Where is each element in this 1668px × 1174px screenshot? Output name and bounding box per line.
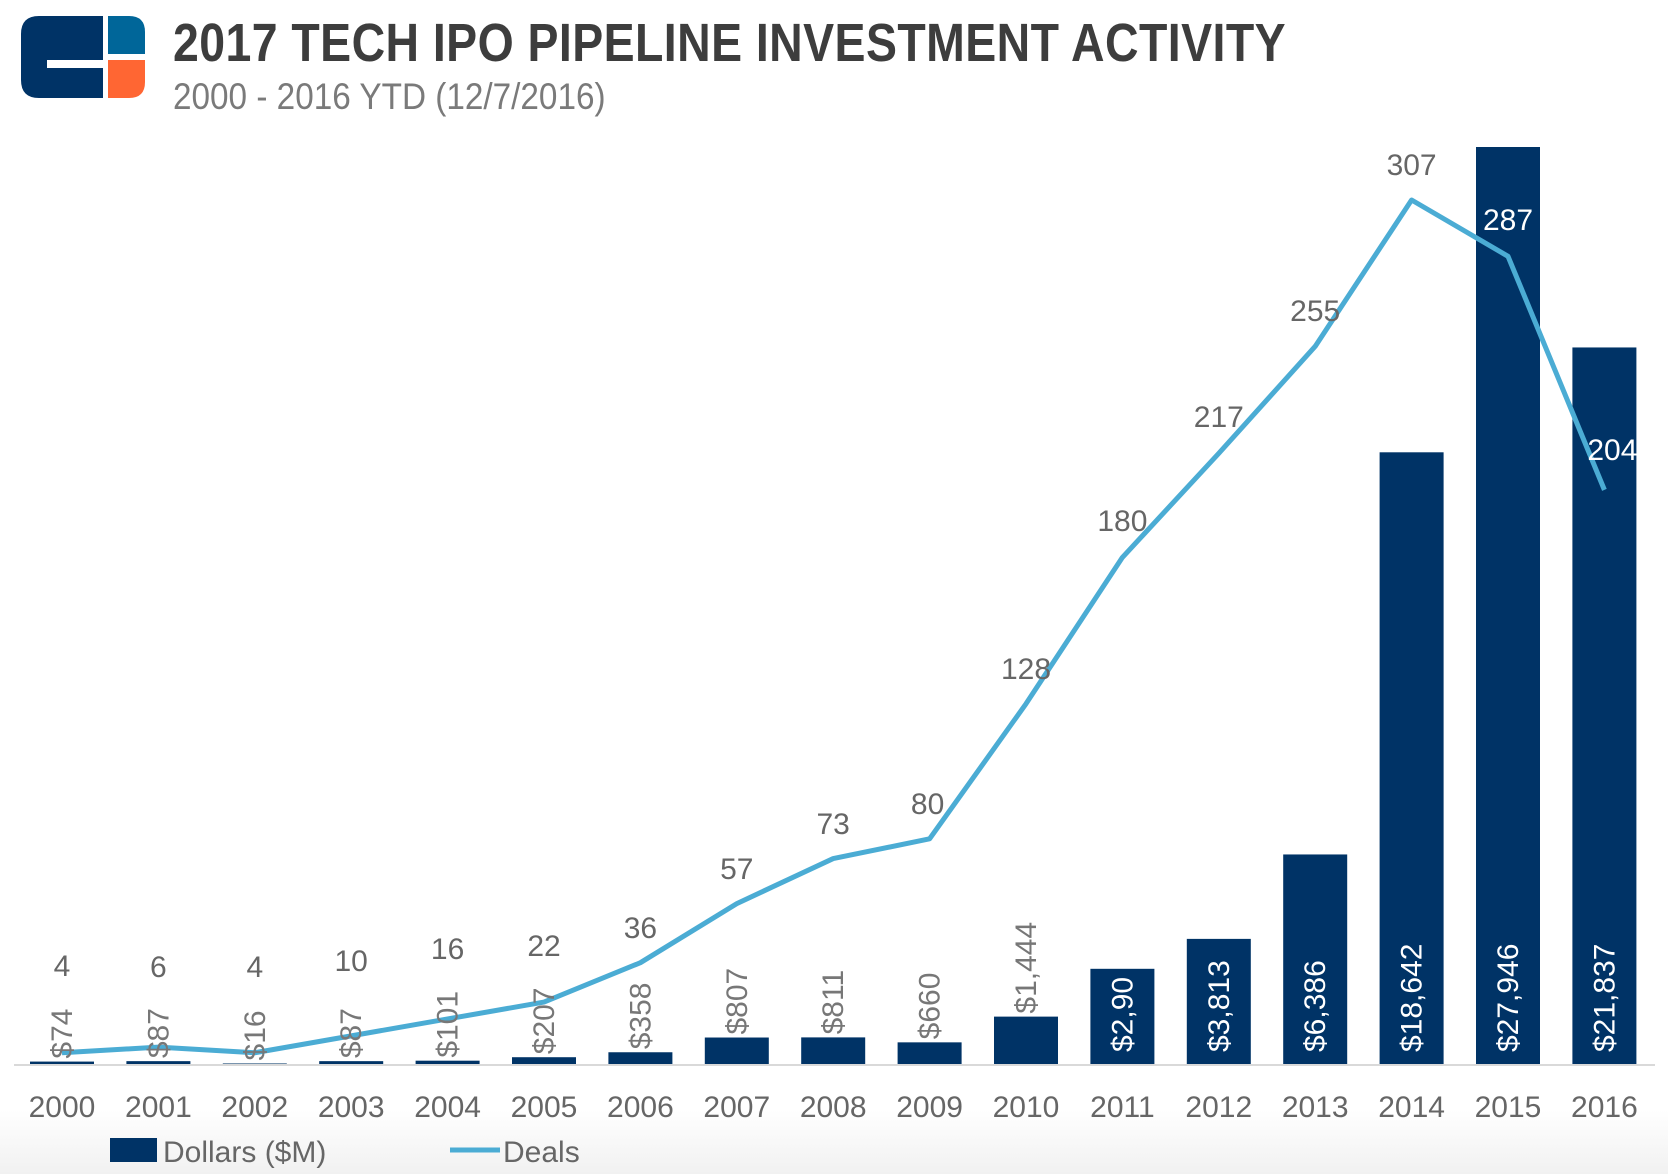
x-tick-2015: 2015 (1475, 1091, 1542, 1124)
x-tick-2014: 2014 (1378, 1091, 1445, 1124)
deal-label-2015: 287 (1483, 204, 1533, 237)
bar-label-2015: $27,946 (1492, 944, 1525, 1052)
deal-label-2001: 6 (150, 951, 167, 984)
deal-label-2004: 16 (431, 933, 464, 966)
bar-label-2008: $811 (817, 970, 850, 1035)
x-tick-2009: 2009 (896, 1091, 963, 1124)
deal-label-2014: 307 (1387, 149, 1437, 182)
bar-label-2014: $18,642 (1396, 944, 1429, 1052)
bar-label-2001: $87 (142, 1008, 175, 1058)
bar-2001 (126, 1061, 191, 1064)
bar-2003 (319, 1061, 384, 1064)
deal-label-2016: 204 (1587, 434, 1637, 467)
bar-2013 (1283, 854, 1348, 1064)
x-tick-2002: 2002 (221, 1091, 288, 1124)
bar-label-2006: $358 (624, 983, 657, 1050)
deal-label-2008: 73 (817, 808, 850, 841)
bar-label-2011: $2,90 (1106, 977, 1139, 1052)
bar-2006 (608, 1052, 673, 1064)
bar-2016 (1572, 347, 1637, 1065)
x-tick-2016: 2016 (1571, 1091, 1638, 1124)
legend-label-deals: Deals (503, 1136, 580, 1169)
x-tick-2011: 2011 (1090, 1091, 1155, 1124)
bar-2014 (1379, 452, 1444, 1064)
bar-label-2004: $101 (432, 991, 465, 1058)
x-tick-2000: 2000 (29, 1091, 96, 1124)
bar-label-2013: $6,386 (1299, 960, 1332, 1052)
bar-label-2010: $1,444 (1010, 922, 1043, 1014)
bar-2009 (897, 1042, 962, 1064)
bar-label-2016: $21,837 (1588, 944, 1621, 1052)
bar-label-2009: $660 (914, 973, 947, 1040)
deal-label-2009: 80 (911, 788, 944, 821)
chart-subtitle: 2000 - 2016 YTD (12/7/2016) (173, 76, 606, 117)
bar-2007 (704, 1037, 769, 1064)
bar-2015 (1476, 147, 1540, 1064)
x-tick-2013: 2013 (1282, 1091, 1349, 1124)
x-tick-2006: 2006 (607, 1091, 674, 1124)
bar-2000 (30, 1061, 94, 1064)
deal-label-2010: 128 (1001, 653, 1051, 686)
bar-2004 (415, 1060, 480, 1064)
company-logo (21, 16, 145, 98)
x-tick-2004: 2004 (414, 1091, 481, 1124)
bar-2012 (1186, 938, 1251, 1064)
x-tick-2007: 2007 (703, 1091, 770, 1124)
deal-label-2012: 217 (1194, 401, 1244, 434)
deal-label-2006: 36 (624, 912, 657, 945)
deal-label-2003: 10 (335, 945, 368, 978)
bar-label-2003: $87 (335, 1008, 368, 1058)
deals-line (61, 197, 1607, 1056)
deal-label-2013: 255 (1290, 295, 1340, 328)
x-tick-2010: 2010 (993, 1091, 1060, 1124)
deal-label-2011: 180 (1097, 505, 1147, 538)
logo-orange-shape (108, 60, 145, 98)
bar-2005 (512, 1057, 576, 1064)
bar-2010 (994, 1016, 1058, 1064)
deal-label-2005: 22 (527, 930, 560, 963)
bar-2002 (222, 1063, 287, 1064)
bar-2008 (801, 1037, 866, 1064)
x-tick-2008: 2008 (800, 1091, 867, 1124)
legend: Dollars ($M) Deals (110, 1136, 580, 1169)
chart-title: 2017 TECH IPO PIPELINE INVESTMENT ACTIVI… (173, 13, 1287, 73)
bar-label-2012: $3,813 (1203, 960, 1236, 1052)
logo-blue-shape (108, 16, 145, 54)
deal-label-2002: 4 (246, 951, 263, 984)
legend-swatch-dollars (110, 1138, 157, 1162)
bar-2011 (1090, 968, 1155, 1064)
x-tick-2003: 2003 (318, 1091, 385, 1124)
deal-label-2000: 4 (54, 950, 71, 983)
x-tick-2001: 2001 (125, 1091, 192, 1124)
logo-navy-shape (21, 16, 103, 98)
bar-label-2000: $74 (46, 1009, 79, 1059)
bar-label-2002: $16 (239, 1010, 272, 1060)
bar-label-2005: $207 (528, 987, 561, 1054)
bar-label-2007: $807 (721, 968, 754, 1035)
x-tick-2005: 2005 (511, 1091, 578, 1124)
deal-label-2007: 57 (720, 853, 753, 886)
x-tick-2012: 2012 (1185, 1091, 1252, 1124)
legend-label-dollars: Dollars ($M) (163, 1136, 326, 1169)
